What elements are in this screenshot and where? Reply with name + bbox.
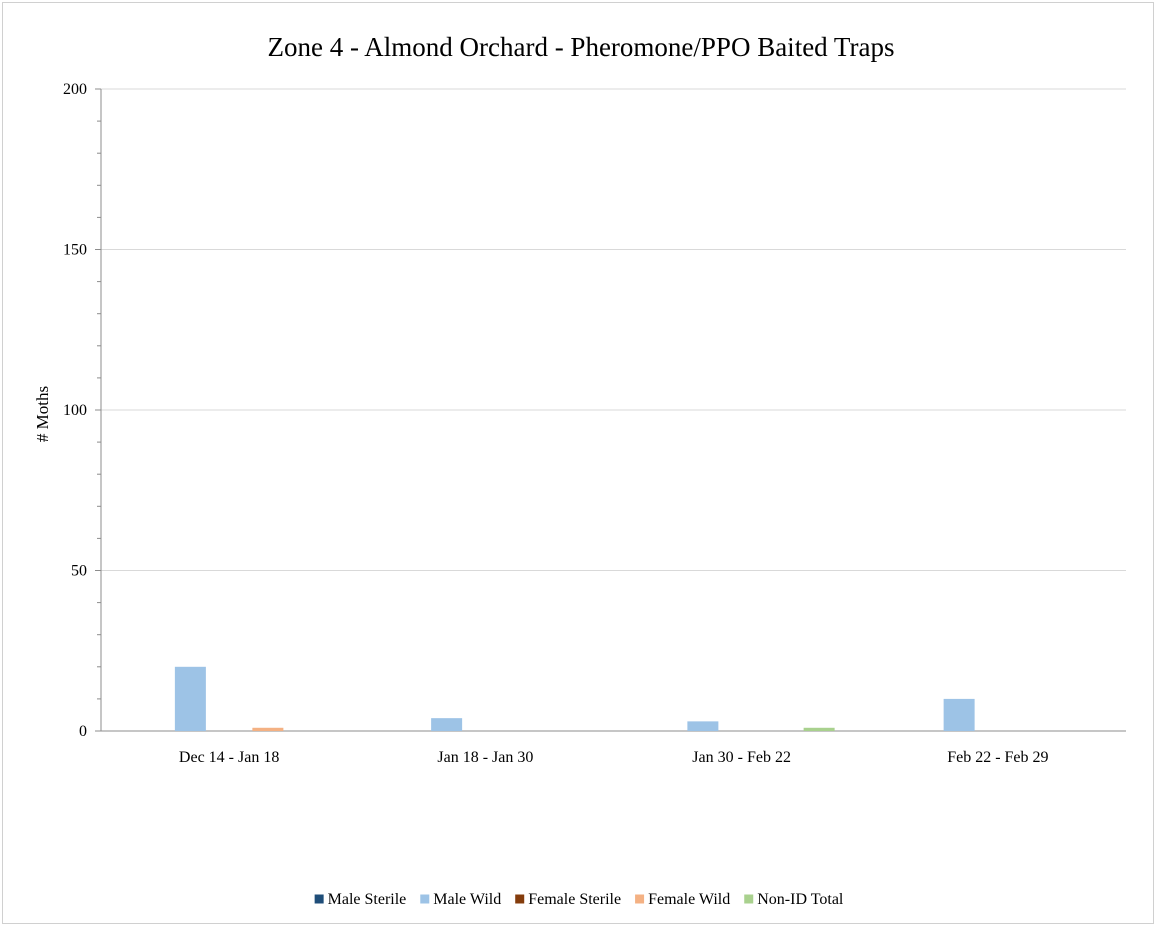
legend-item: Female Wild: [635, 891, 730, 908]
y-tick-label: 150: [63, 242, 87, 259]
x-tick-labels: Dec 14 - Jan 18 Jan 18 - Jan 30 Jan 30 - F…: [179, 749, 1049, 766]
legend-label: Male Sterile: [328, 891, 407, 908]
bar: [431, 718, 463, 731]
legend-label: Male Wild: [433, 891, 501, 908]
y-tick-label: 50: [71, 563, 87, 580]
legend-swatch: [515, 894, 525, 904]
bar: [174, 666, 206, 731]
x-tick-label: Dec 14 - Jan 18: [179, 749, 279, 766]
y-tick-label: 100: [63, 402, 87, 419]
legend-label: Female Wild: [648, 891, 730, 908]
legend-label: Female Sterile: [528, 891, 621, 908]
x-tick-label: Jan 18 - Jan 30: [437, 749, 533, 766]
y-tick-label: 200: [63, 81, 87, 98]
gridlines: [101, 88, 1126, 571]
legend-item: Male Wild: [420, 891, 501, 908]
bar: [687, 721, 719, 731]
x-tick-label: Feb 22 - Feb 29: [947, 749, 1048, 766]
legend-item: Female Sterile: [515, 891, 621, 908]
legend-label: Non-ID Total: [757, 891, 844, 908]
legend-swatch: [744, 894, 754, 904]
legend-item: Non-ID Total: [744, 891, 844, 908]
legend-swatch: [314, 894, 324, 904]
bar: [803, 727, 835, 731]
legend-swatch: [635, 894, 645, 904]
chart-title: Zone 4 - Almond Orchard - Pheromone/PPO …: [268, 32, 895, 62]
chart-svg: Zone 4 - Almond Orchard - Pheromone/PPO …: [33, 32, 1126, 908]
bar: [252, 727, 284, 731]
bars: [174, 666, 975, 731]
bar: [943, 698, 975, 731]
legend-item: Male Sterile: [314, 891, 407, 908]
y-axis-label: # Moths: [33, 386, 52, 442]
legend: Male Sterile Male Wild Female Sterile Femal…: [314, 891, 844, 908]
y-tick-label: 0: [79, 723, 87, 740]
legend-swatch: [420, 894, 430, 904]
x-tick-label: Jan 30 - Feb 22: [692, 749, 791, 766]
y-tick-labels: 0 50 100 150 200: [63, 81, 87, 740]
